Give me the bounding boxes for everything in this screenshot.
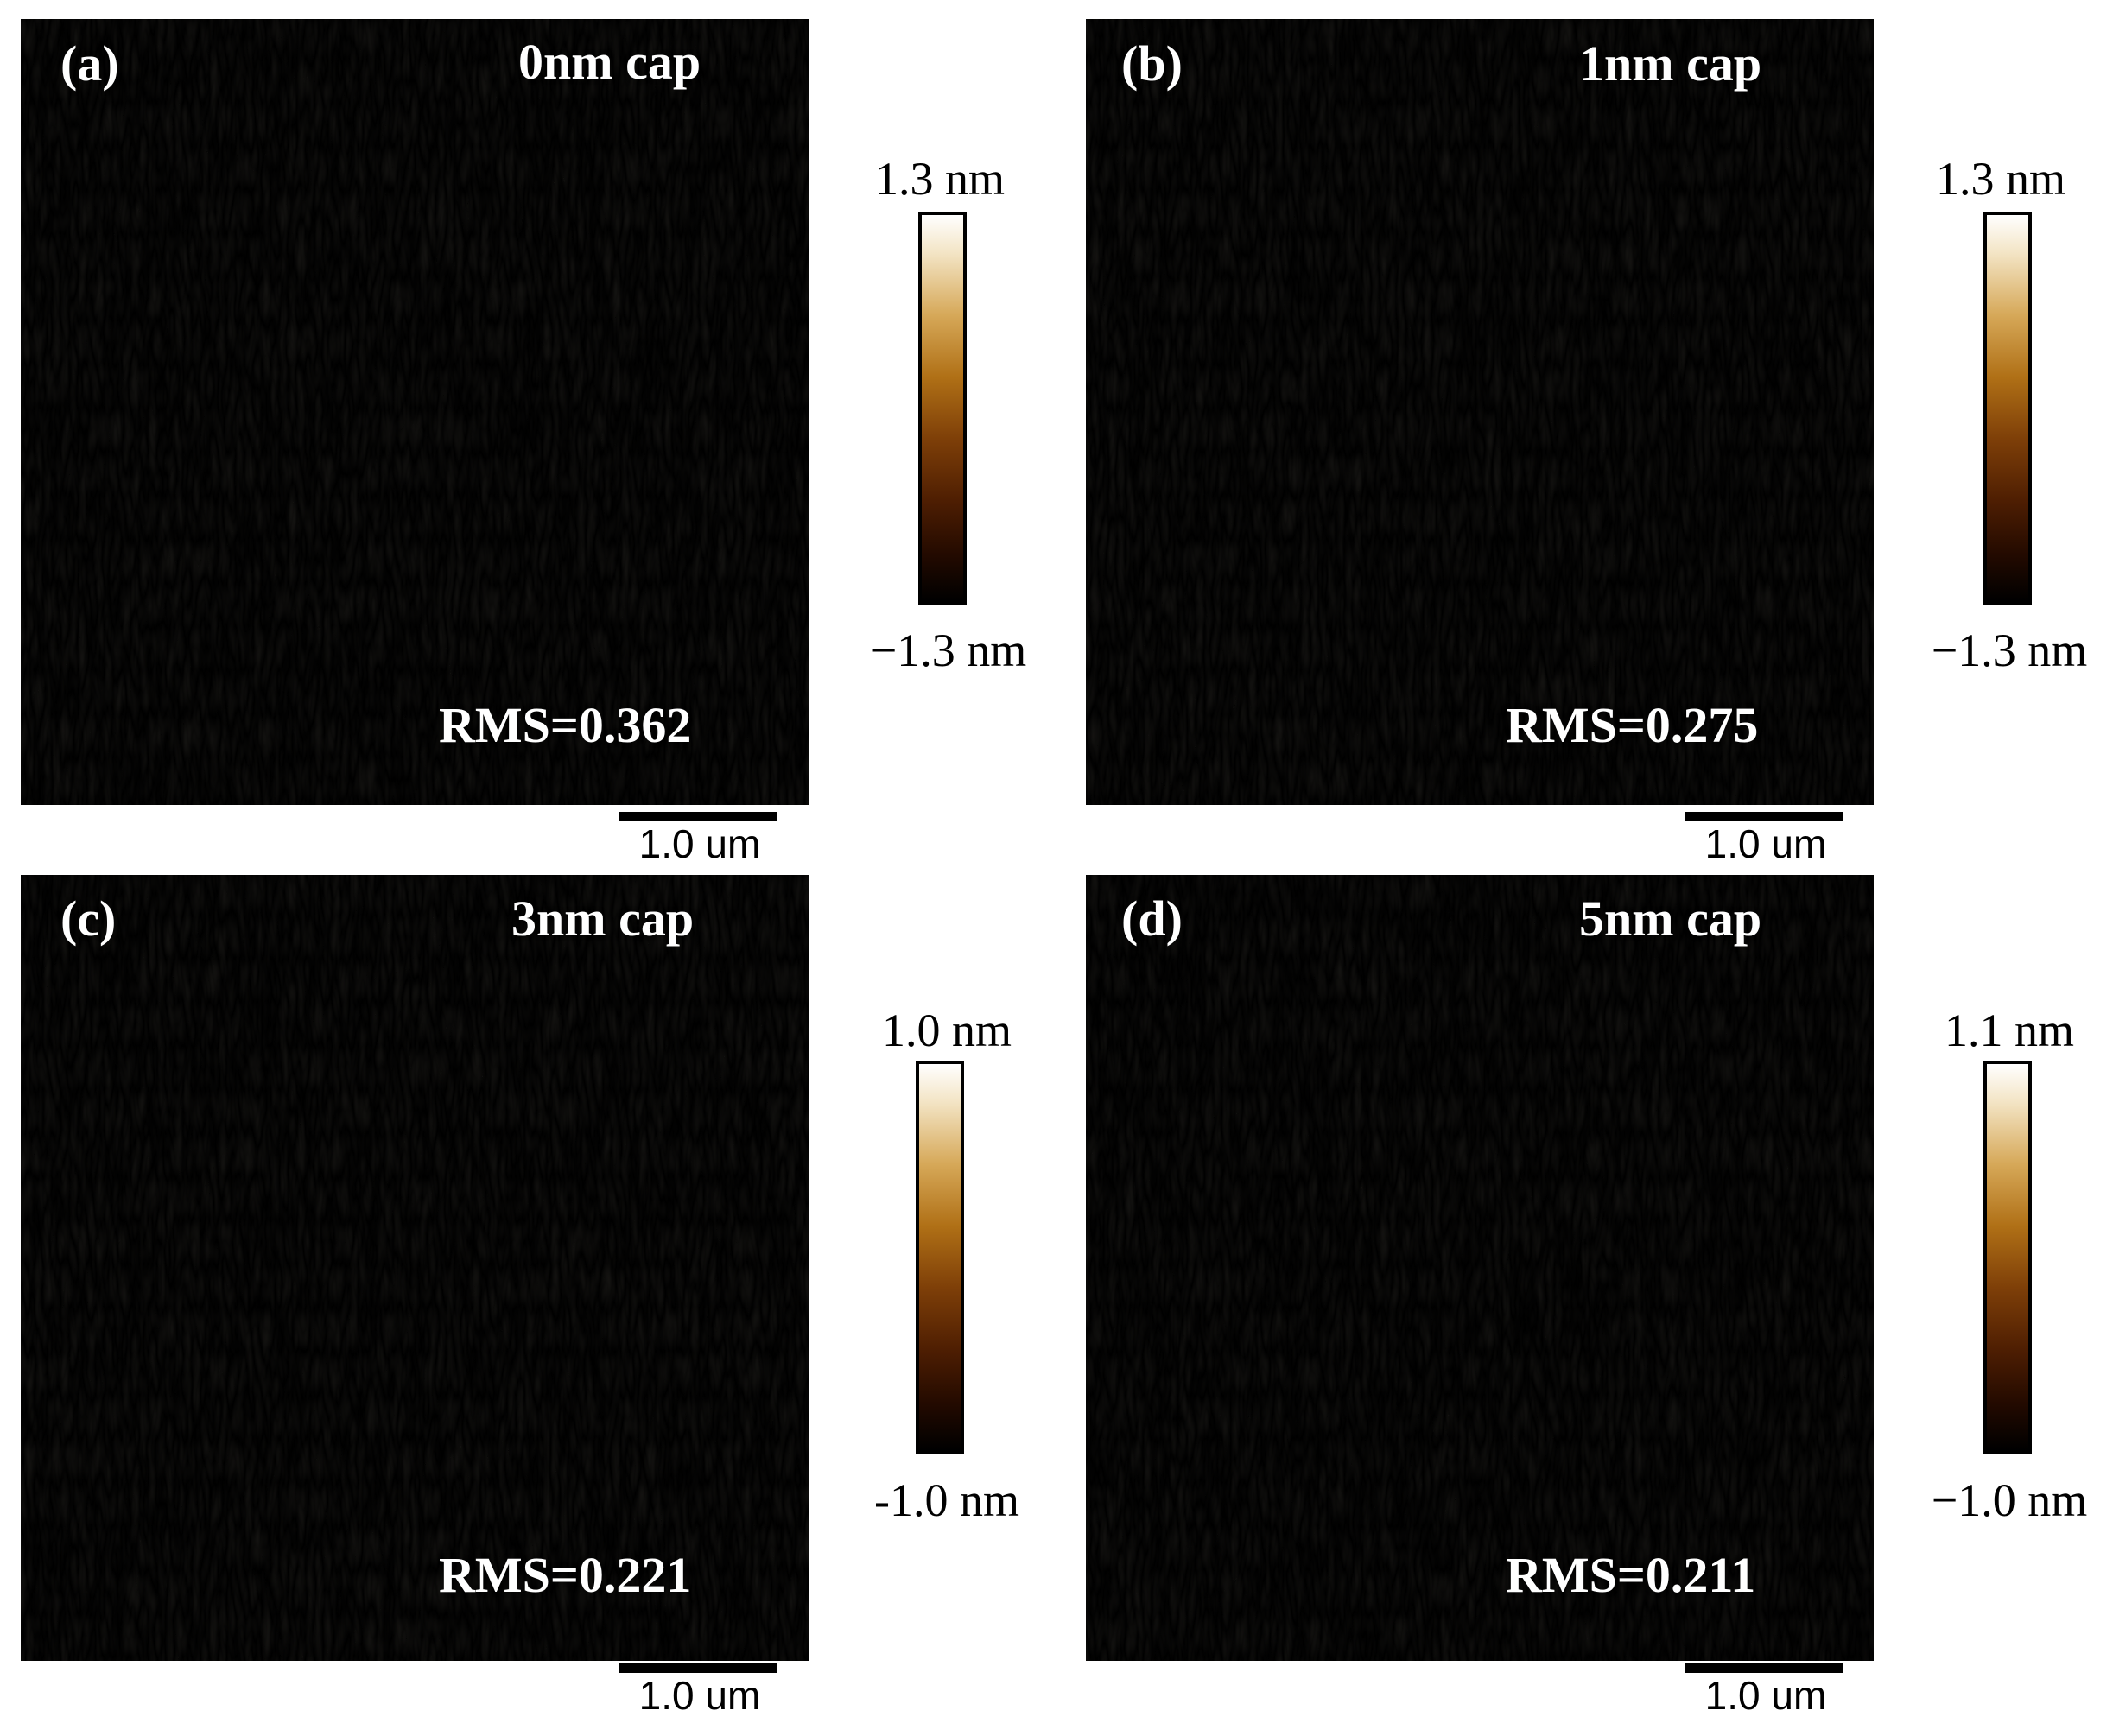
panel-letter-c: (c) [60, 890, 117, 947]
afm-texture-b [1086, 19, 1874, 805]
scale-bar-c [619, 1663, 777, 1673]
afm-image-d [1086, 875, 1874, 1661]
afm-image-b [1086, 19, 1874, 805]
afm-image-c [21, 875, 809, 1661]
scale-label-c: 1.0 um [638, 1673, 761, 1718]
colorbar-max-a: 1.3 nm [874, 153, 1005, 205]
scale-label-d: 1.0 um [1704, 1673, 1827, 1718]
colorbar-min-d: −1.0 nm [1931, 1474, 2088, 1526]
colorbar-max-d: 1.1 nm [1944, 1004, 2074, 1056]
scale-bar-a [619, 812, 777, 821]
cap-label-d: 5nm cap [1579, 890, 1762, 947]
panel-letter-a: (a) [60, 35, 119, 92]
afm-texture-d [1086, 875, 1874, 1661]
rms-label-b: RMS=0.275 [1506, 697, 1759, 753]
colorbar-min-a: −1.3 nm [870, 624, 1027, 676]
colorbar-c [916, 1061, 964, 1454]
scale-bar-d [1685, 1663, 1843, 1673]
afm-texture-a [21, 19, 809, 805]
scale-bar-b [1685, 812, 1843, 821]
afm-image-a [21, 19, 809, 805]
colorbar-d [1983, 1061, 2032, 1454]
cap-label-a: 0nm cap [518, 34, 701, 90]
scale-label-b: 1.0 um [1704, 821, 1827, 866]
afm-texture-c [21, 875, 809, 1661]
cap-label-b: 1nm cap [1579, 35, 1762, 92]
rms-label-a: RMS=0.362 [439, 697, 692, 753]
panel-letter-b: (b) [1121, 35, 1183, 92]
scale-label-a: 1.0 um [638, 821, 761, 866]
colorbar-max-b: 1.3 nm [1935, 153, 2065, 205]
cap-label-c: 3nm cap [511, 890, 695, 947]
colorbar-max-c: 1.0 nm [881, 1004, 1012, 1056]
rms-label-c: RMS=0.221 [439, 1547, 692, 1603]
colorbar-min-c: -1.0 nm [874, 1474, 1019, 1526]
colorbar-a [918, 212, 967, 605]
colorbar-min-b: −1.3 nm [1931, 624, 2088, 676]
panel-letter-d: (d) [1121, 890, 1183, 947]
colorbar-b [1983, 212, 2032, 605]
rms-label-d: RMS=0.211 [1506, 1547, 1756, 1603]
